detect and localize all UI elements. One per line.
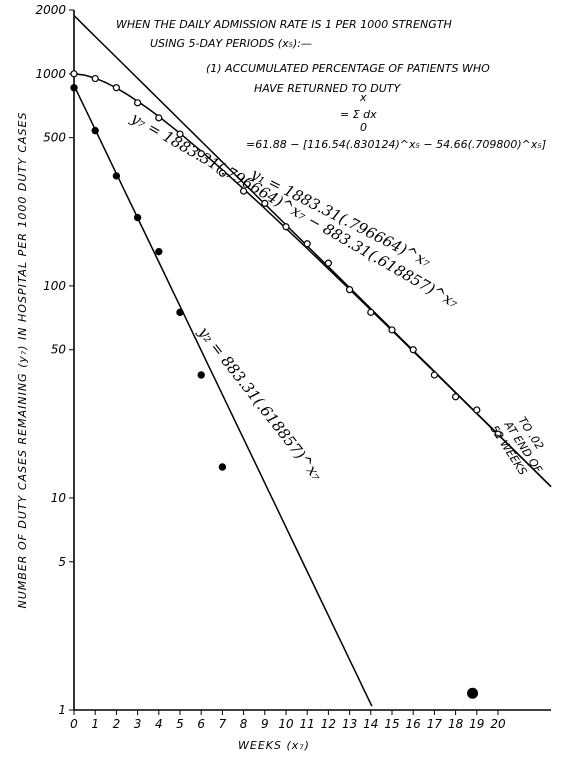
open-point <box>282 223 290 231</box>
open-point <box>218 169 226 177</box>
note-line-2: HAVE RETURNED TO DUTY <box>254 82 401 95</box>
x-tick-label: 6 <box>197 717 205 731</box>
y-tick-label: 500 <box>43 131 66 145</box>
open-point <box>176 130 184 138</box>
x-tick-label: 0 <box>70 717 78 731</box>
y-tick-label: 50 <box>51 343 67 357</box>
y-tick-label: 100 <box>43 279 66 293</box>
end-note: TO .02 AT END OF 52 WEEKS <box>488 415 547 478</box>
open-point <box>324 259 332 267</box>
filled-point <box>176 308 184 317</box>
tick-labels: 0 1 2 3 4 5 6 7 8 9 10 11 12 13 14 15 16 17 18 19 2020001000… <box>35 3 506 731</box>
open-point <box>261 199 269 207</box>
series-y2-line <box>73 84 373 707</box>
filled-point <box>155 247 163 256</box>
open-point <box>197 150 205 158</box>
filled-point <box>70 84 78 92</box>
x-tick-label: 19 <box>469 717 484 731</box>
open-point <box>155 114 163 122</box>
open-point <box>112 84 121 92</box>
filled-point <box>218 463 227 471</box>
series-layer <box>73 14 552 707</box>
x-axis-label: WEEKS (x₇) <box>238 739 310 752</box>
filled-point <box>91 126 99 135</box>
title-line-1: WHEN THE DAILY ADMISSION RATE IS 1 PER 1… <box>116 18 452 31</box>
filled-point <box>197 371 205 379</box>
x-tick-label: 12 <box>321 717 336 731</box>
y-tick-label: 10 <box>51 491 67 505</box>
x-tick-label: 5 <box>176 717 184 731</box>
x-tick-label: 11 <box>300 717 315 731</box>
formula-sum: = Σ dx <box>340 108 377 121</box>
x-tick-label: 2 <box>113 717 121 731</box>
open-point <box>91 74 99 83</box>
note-line-1: (1) ACCUMULATED PERCENTAGE OF PATIENTS W… <box>206 62 490 75</box>
open-point <box>430 371 438 379</box>
filled-point <box>133 213 142 222</box>
x-tick-label: 16 <box>406 717 422 731</box>
axes <box>73 10 551 711</box>
y-tick-label: 5 <box>58 555 66 569</box>
x-tick-label: 17 <box>427 717 443 731</box>
open-point <box>70 70 78 78</box>
open-point <box>452 393 460 401</box>
filled-point <box>112 172 121 180</box>
x-tick-label: 1 <box>91 717 99 731</box>
x-tick-label: 18 <box>448 717 464 731</box>
filled-point <box>467 687 479 699</box>
y-tick-label: 1 <box>58 703 66 717</box>
x-tick-label: 14 <box>363 717 378 731</box>
x-tick-label: 20 <box>490 717 506 731</box>
open-point <box>303 240 311 248</box>
open-point <box>494 430 502 438</box>
series-yt-line <box>73 73 552 488</box>
curve-label-y2: y₂ = 883.31(.618857)^x₇ <box>194 323 326 484</box>
x-tick-label: 3 <box>134 717 142 731</box>
markers-layer <box>70 70 502 699</box>
title-line-2: USING 5-DAY PERIODS (x₅):— <box>150 37 312 50</box>
formula-main: =61.88 − [116.54(.830124)^x₅ − 54.66(.70… <box>246 138 546 151</box>
open-point <box>346 286 354 294</box>
formula-sum-lower: 0 <box>360 121 367 134</box>
open-point <box>367 308 375 316</box>
y-axis-label: NUMBER OF DUTY CASES REMAINING (y₇) IN H… <box>16 112 29 609</box>
formula-sum-upper: x <box>359 91 367 104</box>
open-point <box>473 406 481 414</box>
open-point <box>409 346 417 354</box>
open-point <box>240 187 248 195</box>
open-point <box>134 99 142 107</box>
x-tick-label: 15 <box>384 717 399 731</box>
x-tick-label: 10 <box>278 717 294 731</box>
y-tick-label: 1000 <box>35 67 66 81</box>
x-tick-label: 7 <box>219 717 227 731</box>
x-tick-label: 8 <box>240 717 248 731</box>
x-tick-label: 9 <box>261 717 269 731</box>
x-tick-label: 4 <box>155 717 163 731</box>
open-point <box>388 326 396 334</box>
y-tick-label: 2000 <box>35 3 66 17</box>
x-tick-label: 13 <box>342 717 357 731</box>
